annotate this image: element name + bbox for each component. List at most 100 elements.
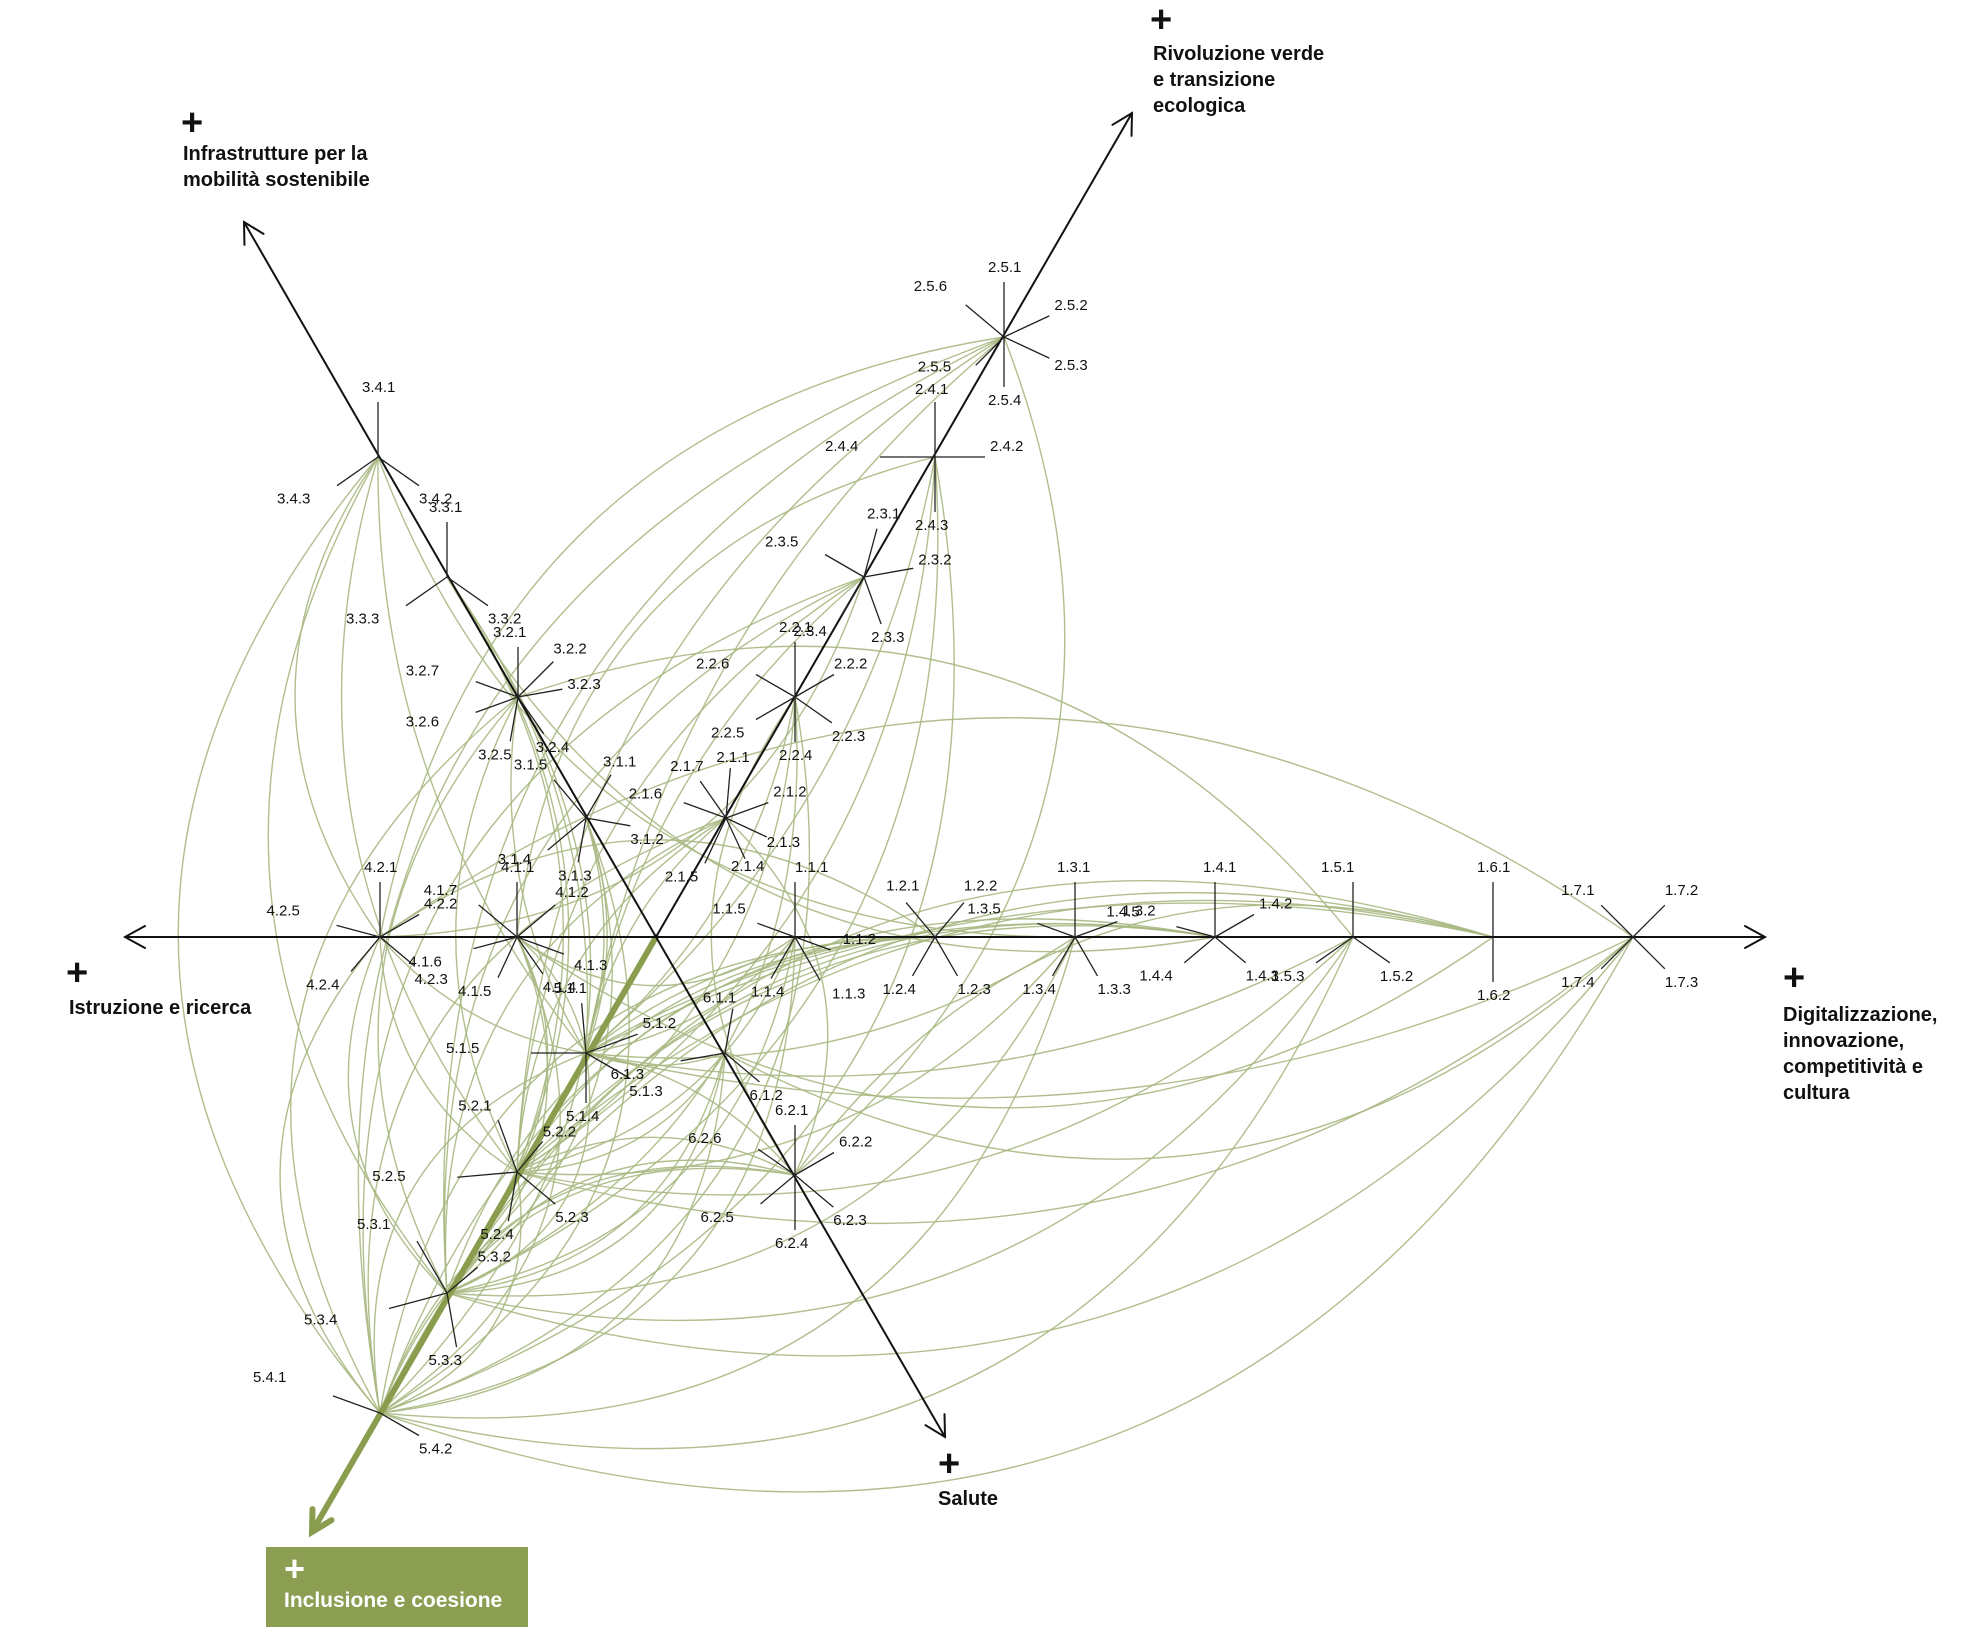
spoke [770, 936, 796, 979]
node-3-3: 3.3.1 3.3.2 3.3.3 [346, 499, 521, 628]
node-label: 2.3.2 [918, 551, 951, 568]
connection-arc [517, 645, 1354, 938]
node-label: 2.1.3 [767, 834, 800, 851]
connection-arc [379, 1052, 726, 1414]
spoke [1176, 926, 1216, 938]
spoke [547, 817, 587, 851]
spoke [905, 902, 936, 938]
spoke [794, 1174, 834, 1208]
connection-arc [446, 936, 1354, 1322]
connection-arc [516, 1136, 796, 1176]
node-label: 4.1.3 [574, 957, 607, 974]
spoke [475, 680, 519, 698]
connection-arc [377, 696, 519, 1294]
plus-sign: + [66, 952, 88, 994]
connection-arc [443, 576, 865, 1294]
axis-title-rivoluzione-verde: + Rivoluzione verde e transizione ecolog… [1150, 0, 1324, 117]
connection-arc [794, 336, 1066, 1176]
connection-arc [446, 936, 936, 1294]
spoke [1214, 936, 1247, 964]
svg-text:Infrastrutture per la: Infrastrutture per la [183, 143, 368, 165]
connection-arc [373, 1052, 587, 1414]
connection-arc [290, 696, 519, 1414]
node-label: 1.2.4 [883, 981, 916, 998]
spoke [863, 567, 914, 578]
spoke [1214, 913, 1255, 938]
node-label: 2.3.3 [871, 629, 904, 646]
node-1-6: 1.6.1 1.6.2 [1477, 859, 1510, 1004]
connection-arc [446, 1052, 726, 1294]
node-5-4: 5.4.1 5.4.2 [253, 1369, 452, 1458]
spoke [1600, 904, 1634, 938]
connection-arc [516, 696, 796, 1173]
node-label: 5.2.3 [555, 1209, 588, 1226]
node-4-1: 4.1.1 4.1.2 4.1.3 4.1.4 4.1.5 4.1.6 4.1.7 [409, 859, 608, 1000]
axes [122, 111, 1768, 1439]
node-label: 1.3.2 [1122, 903, 1155, 920]
node-label: 4.2.3 [414, 971, 447, 988]
spoke [580, 1003, 587, 1054]
connection-arc [377, 456, 1076, 938]
spoke [1632, 936, 1666, 970]
node-label: 3.3.2 [488, 611, 521, 628]
connection-arc [516, 936, 1076, 1176]
svg-text:innovazione,: innovazione, [1783, 1030, 1904, 1052]
spoke [446, 1266, 479, 1294]
node-label: 6.1.1 [703, 990, 736, 1007]
spoke [794, 936, 821, 981]
spoke [585, 1033, 638, 1054]
plus-sign: + [284, 1548, 306, 1589]
node-label: 5.4.2 [419, 1441, 452, 1458]
connection-arc [446, 1052, 591, 1294]
spoke [517, 661, 554, 698]
spoke [1051, 936, 1076, 977]
node-label: 2.1.1 [716, 749, 749, 766]
node-2-1: 2.1.1 2.1.2 2.1.32.1.4 2.1.5 2.1.6 2.1.7 [629, 749, 807, 885]
connection-arc [516, 456, 936, 938]
spoke [585, 1052, 630, 1079]
node-label: 6.2.3 [833, 1212, 866, 1229]
svg-text:Salute: Salute [938, 1488, 998, 1510]
node-label: 3.4.3 [277, 491, 310, 508]
node-label: 4.2.2 [424, 896, 457, 913]
spoke [516, 1171, 556, 1205]
connection-arc [794, 904, 1494, 1176]
spoke [725, 768, 732, 819]
node-5-1: 5.1.1 5.1.2 5.1.3 5.1.4 5.1.5 [446, 980, 676, 1125]
node-label: 1.6.2 [1477, 987, 1510, 1004]
spoke [1037, 922, 1076, 938]
spoke [755, 696, 796, 721]
arrow-digitalizzazione [1744, 925, 1768, 949]
node-1-1: 1.1.1 1.1.2 1.1.3 1.1.4 1.1.5 [712, 859, 876, 1002]
svg-text:ecologica: ecologica [1153, 95, 1246, 117]
node-label: 1.7.1 [1561, 882, 1594, 899]
connection-arc [379, 936, 587, 1054]
spoke [1003, 315, 1050, 338]
node-label: 4.1.1 [501, 859, 534, 876]
svg-text:Digitalizzazione,: Digitalizzazione, [1783, 1004, 1937, 1026]
node-label: 2.4.3 [915, 517, 948, 534]
node-1-7: 1.7.1 1.7.2 1.7.3 1.7.4 [1561, 882, 1698, 991]
node-label: 1.1.1 [795, 859, 828, 876]
connection-arc [443, 336, 1005, 1294]
node-2-5: 2.5.1 2.5.2 2.5.3 2.5.4 2.5.5 2.5.6 [914, 259, 1088, 409]
node-label: 5.1.5 [446, 1040, 479, 1057]
node-label: 1.3.4 [1023, 981, 1056, 998]
node-5-2: 5.2.1 5.2.2 5.2.3 5.2.4 5.2.5 [372, 1097, 588, 1243]
spoke [794, 696, 833, 724]
axis-title-digitalizzazione: + Digitalizzazione, innovazione, competi… [1783, 957, 1937, 1104]
connection-arc [379, 936, 561, 1414]
spoke [336, 456, 379, 487]
connection-arc [379, 696, 811, 1414]
connection-arc [446, 936, 1634, 1357]
node-label: 3.4.2 [419, 491, 452, 508]
inclusione-axis-line [308, 934, 659, 1538]
spoke [725, 817, 768, 838]
node-2-4: 2.4.1 2.4.2 2.4.3 2.4.4 [825, 381, 1023, 534]
node-label: 4.2.4 [306, 976, 339, 993]
connection-arc [379, 576, 865, 938]
spoke [388, 1292, 448, 1310]
node-label: 1.4.4 [1139, 968, 1172, 985]
node-label: 3.4.1 [362, 379, 395, 396]
spoke [350, 936, 381, 972]
